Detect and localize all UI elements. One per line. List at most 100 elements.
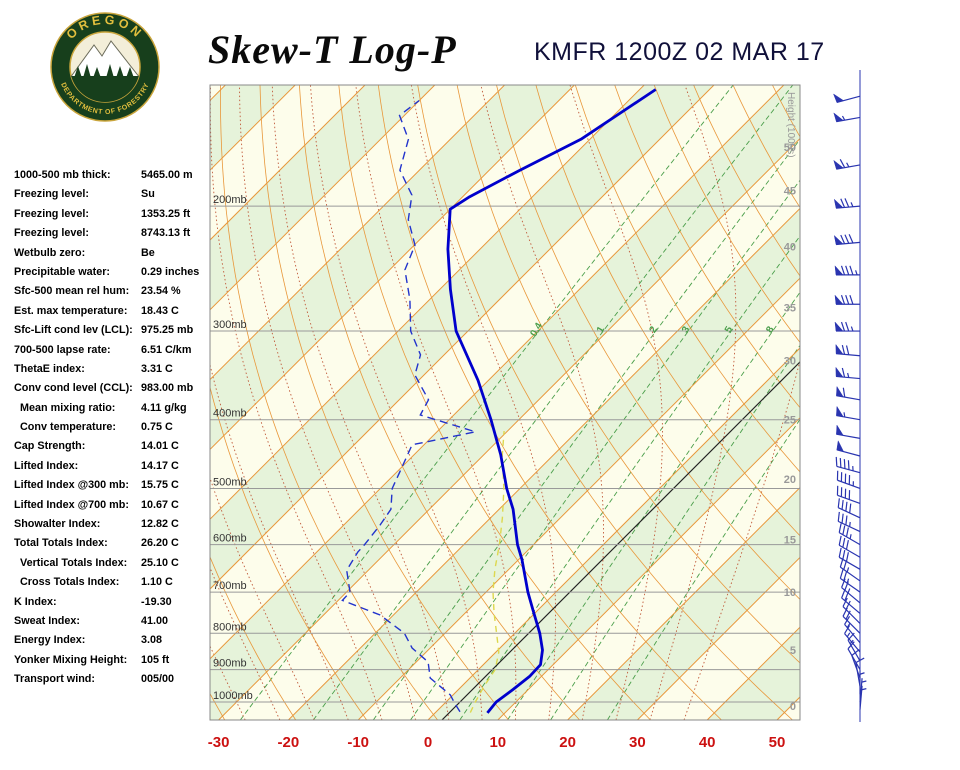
stat-label: Sweat Index: bbox=[14, 615, 80, 627]
svg-text:-10: -10 bbox=[347, 734, 369, 751]
stat-label: Cap Strength: bbox=[14, 440, 85, 452]
wind-barb bbox=[848, 642, 860, 670]
stat-row: Lifted Index @700 mb: 10.67 C bbox=[14, 496, 214, 515]
wind-barb bbox=[836, 345, 860, 356]
stat-row: 1000-500 mb thick: 5465.00 m bbox=[14, 166, 214, 185]
svg-text:20: 20 bbox=[559, 734, 576, 751]
stat-label: 1000-500 mb thick: bbox=[14, 169, 111, 181]
svg-text:40: 40 bbox=[784, 241, 796, 253]
stat-row: Cross Totals Index:1.10 C bbox=[14, 573, 214, 592]
svg-text:10: 10 bbox=[489, 734, 506, 751]
svg-text:Height (1000s): Height (1000s) bbox=[785, 92, 796, 158]
svg-text:25: 25 bbox=[784, 415, 796, 427]
svg-text:900mb: 900mb bbox=[213, 658, 247, 670]
stat-row: Lifted Index:14.17 C bbox=[14, 457, 214, 476]
stat-label: ThetaE index: bbox=[14, 363, 85, 375]
stat-value: 0.29 inches bbox=[141, 266, 199, 278]
stat-row: Conv temperature:0.75 C bbox=[14, 418, 214, 437]
wind-barb bbox=[835, 295, 860, 304]
station-datetime: KMFR 1200Z 02 MAR 17 bbox=[534, 38, 825, 67]
wind-barbs bbox=[834, 70, 867, 722]
stat-label: Freezing level: bbox=[14, 227, 89, 239]
stat-value: 14.01 C bbox=[141, 440, 179, 452]
stat-value: 41.00 bbox=[141, 615, 168, 627]
stat-value: 5465.00 m bbox=[141, 169, 193, 181]
wind-barb bbox=[834, 113, 860, 122]
svg-text:600mb: 600mb bbox=[213, 533, 247, 545]
stat-label: Precipitable water: bbox=[14, 266, 110, 278]
stat-row: Cap Strength: 14.01 C bbox=[14, 437, 214, 456]
svg-text:30: 30 bbox=[629, 734, 646, 751]
stat-row: Sweat Index: 41.00 bbox=[14, 612, 214, 631]
wind-barb bbox=[837, 486, 860, 504]
stat-label: Est. max temperature: bbox=[14, 305, 127, 317]
stat-label: Conv cond level (CCL): bbox=[14, 382, 133, 394]
svg-text:1000mb: 1000mb bbox=[213, 690, 253, 702]
stat-row: Freezing level:8743.13 ft bbox=[14, 224, 214, 243]
odf-logo-svg: OREGON DEPARTMENT OF FORESTRY bbox=[50, 12, 160, 122]
stat-label: Energy Index: bbox=[14, 634, 85, 646]
wind-barb bbox=[836, 406, 860, 419]
stat-value: 15.75 C bbox=[141, 479, 179, 491]
stat-value: 12.82 C bbox=[141, 518, 179, 530]
wind-barb bbox=[834, 159, 860, 169]
stat-value: -19.30 bbox=[141, 596, 172, 608]
wind-barb bbox=[835, 322, 860, 331]
svg-text:10: 10 bbox=[784, 587, 796, 599]
stat-label: K Index: bbox=[14, 596, 57, 608]
stat-value: 975.25 mb bbox=[141, 324, 193, 336]
stat-value: 10.67 C bbox=[141, 499, 179, 511]
stat-row: Energy Index:3.08 bbox=[14, 631, 214, 650]
svg-text:45: 45 bbox=[784, 185, 796, 197]
stat-row: Transport wind:005/00 bbox=[14, 670, 214, 689]
stat-row: Yonker Mixing Height:105 ft bbox=[14, 651, 214, 670]
stat-row: Freezing level: Su bbox=[14, 185, 214, 204]
wind-barb bbox=[834, 198, 860, 208]
wind-barb bbox=[836, 425, 860, 438]
stat-row: Freezing level: 1353.25 ft bbox=[14, 205, 214, 224]
stat-value: Su bbox=[141, 188, 155, 200]
stat-label: Sfc-500 mean rel hum: bbox=[14, 285, 129, 297]
odf-logo: OREGON DEPARTMENT OF FORESTRY bbox=[50, 12, 160, 122]
stat-row: Wetbulb zero:Be bbox=[14, 244, 214, 263]
stat-row: Sfc-500 mean rel hum:23.54 % bbox=[14, 282, 214, 301]
svg-text:300mb: 300mb bbox=[213, 319, 247, 331]
stat-row: 700-500 lapse rate:6.51 C/km bbox=[14, 341, 214, 360]
skewt-chart: 200mb300mb400mb500mb600mb700mb800mb900mb… bbox=[200, 70, 960, 770]
stat-row: Est. max temperature:18.43 C bbox=[14, 302, 214, 321]
wind-barb bbox=[836, 457, 860, 473]
stat-row: Sfc-Lift cond lev (LCL):975.25 mb bbox=[14, 321, 214, 340]
svg-text:5: 5 bbox=[790, 645, 796, 657]
svg-text:200mb: 200mb bbox=[213, 194, 247, 206]
svg-text:0: 0 bbox=[790, 701, 796, 713]
stat-label: 700-500 lapse rate: bbox=[14, 344, 111, 356]
stat-label: Lifted Index @700 mb: bbox=[14, 499, 129, 511]
stat-label: Lifted Index @300 mb: bbox=[14, 479, 129, 491]
svg-text:500mb: 500mb bbox=[213, 476, 247, 488]
wind-barb bbox=[838, 498, 860, 518]
stat-row: Mean mixing ratio:4.11 g/kg bbox=[14, 399, 214, 418]
stat-label: Lifted Index: bbox=[14, 460, 78, 472]
stat-label: Yonker Mixing Height: bbox=[14, 654, 127, 666]
svg-text:0: 0 bbox=[424, 734, 432, 751]
wind-barb bbox=[836, 367, 860, 378]
stat-row: Precipitable water: 0.29 inches bbox=[14, 263, 214, 282]
stat-row: Vertical Totals Index:25.10 C bbox=[14, 554, 214, 573]
stat-label: Cross Totals Index: bbox=[20, 576, 119, 588]
svg-text:-20: -20 bbox=[278, 734, 300, 751]
stat-label: Freezing level: bbox=[14, 208, 89, 220]
wind-barb bbox=[834, 94, 860, 102]
stat-label: Transport wind: bbox=[14, 673, 95, 685]
stat-row: Conv cond level (CCL):983.00 mb bbox=[14, 379, 214, 398]
stat-label: Conv temperature: bbox=[20, 421, 116, 433]
svg-text:30: 30 bbox=[784, 355, 796, 367]
svg-text:-30: -30 bbox=[208, 734, 230, 751]
stat-value: 1353.25 ft bbox=[141, 208, 190, 220]
stat-value: 25.10 C bbox=[141, 557, 179, 569]
stat-label: Freezing level: bbox=[14, 188, 89, 200]
svg-text:50: 50 bbox=[769, 734, 786, 751]
svg-text:400mb: 400mb bbox=[213, 408, 247, 420]
stat-row: ThetaE index:3.31 C bbox=[14, 360, 214, 379]
wind-barb bbox=[835, 266, 860, 275]
